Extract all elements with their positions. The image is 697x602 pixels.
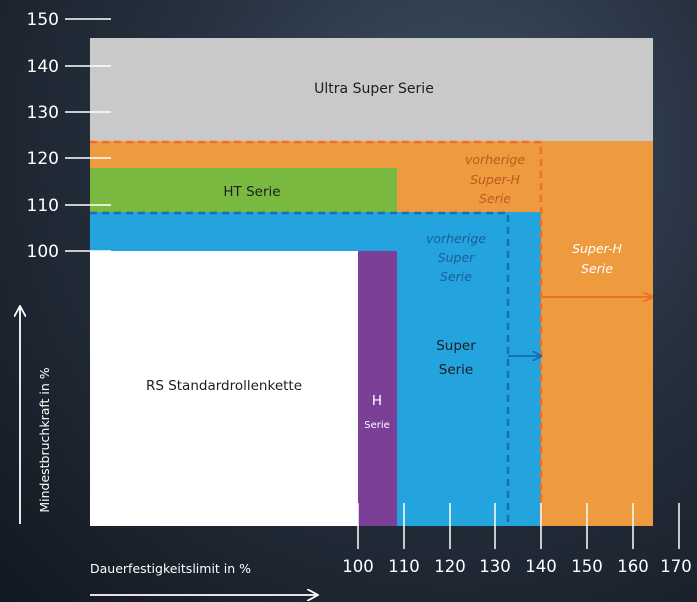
ultra-super-region [90, 38, 653, 142]
y-tick-130: 130 [27, 103, 59, 123]
y-tick-120: 120 [27, 149, 59, 169]
prev-super-boundary [90, 211, 510, 526]
x-tick-140: 140 [525, 557, 557, 576]
prev-super-line1: vorherige [426, 231, 486, 246]
y-tick-140: 140 [27, 57, 59, 77]
x-tick-130: 130 [479, 557, 511, 576]
super-h-label: Super-H Serie [572, 241, 622, 276]
prev-super-label: vorherige Super Serie [426, 231, 486, 284]
h-region [358, 251, 397, 526]
super-label: Super Serie [436, 338, 476, 378]
x-tick-160: 160 [617, 557, 649, 576]
x-tick-120: 120 [434, 557, 466, 576]
prev-super-h-boundary [90, 140, 543, 526]
rs-region [90, 251, 358, 526]
ht-region [90, 168, 397, 212]
super-line1: Super [436, 338, 476, 354]
prev-super-h-line2: Super-H [470, 172, 520, 187]
prev-super-line2: Super [438, 250, 475, 265]
x-axis [357, 503, 680, 549]
prev-super-h-line3: Serie [479, 191, 511, 206]
super-h-line2: Serie [581, 261, 613, 276]
super-h-line1: Super-H [572, 241, 622, 256]
h-line2: Serie [364, 420, 390, 431]
h-label: H Serie [364, 393, 390, 431]
ht-label: HT Serie [223, 184, 280, 200]
x-tick-100: 100 [342, 557, 374, 576]
x-tick-150: 150 [571, 557, 603, 576]
super-line2: Serie [439, 362, 473, 378]
y-tick-100: 100 [27, 242, 59, 262]
rs-label: RS Standardrollenkette [146, 378, 302, 394]
x-tick-170: 170 [660, 557, 692, 576]
ultra-super-label: Ultra Super Serie [314, 81, 434, 97]
prev-super-h-label: vorherige Super-H Serie [465, 152, 525, 206]
prev-super-h-line1: vorherige [465, 152, 525, 167]
h-line1: H [372, 393, 382, 409]
y-axis-label: Mindestbruchkraft in % [37, 367, 52, 512]
y-tick-110: 110 [27, 196, 59, 216]
x-tick-110: 110 [388, 557, 420, 576]
y-axis [65, 18, 111, 252]
prev-super-line3: Serie [440, 269, 472, 284]
x-axis-label: Dauerfestigkeitslimit in % [90, 561, 251, 576]
y-tick-150: 150 [27, 10, 59, 30]
